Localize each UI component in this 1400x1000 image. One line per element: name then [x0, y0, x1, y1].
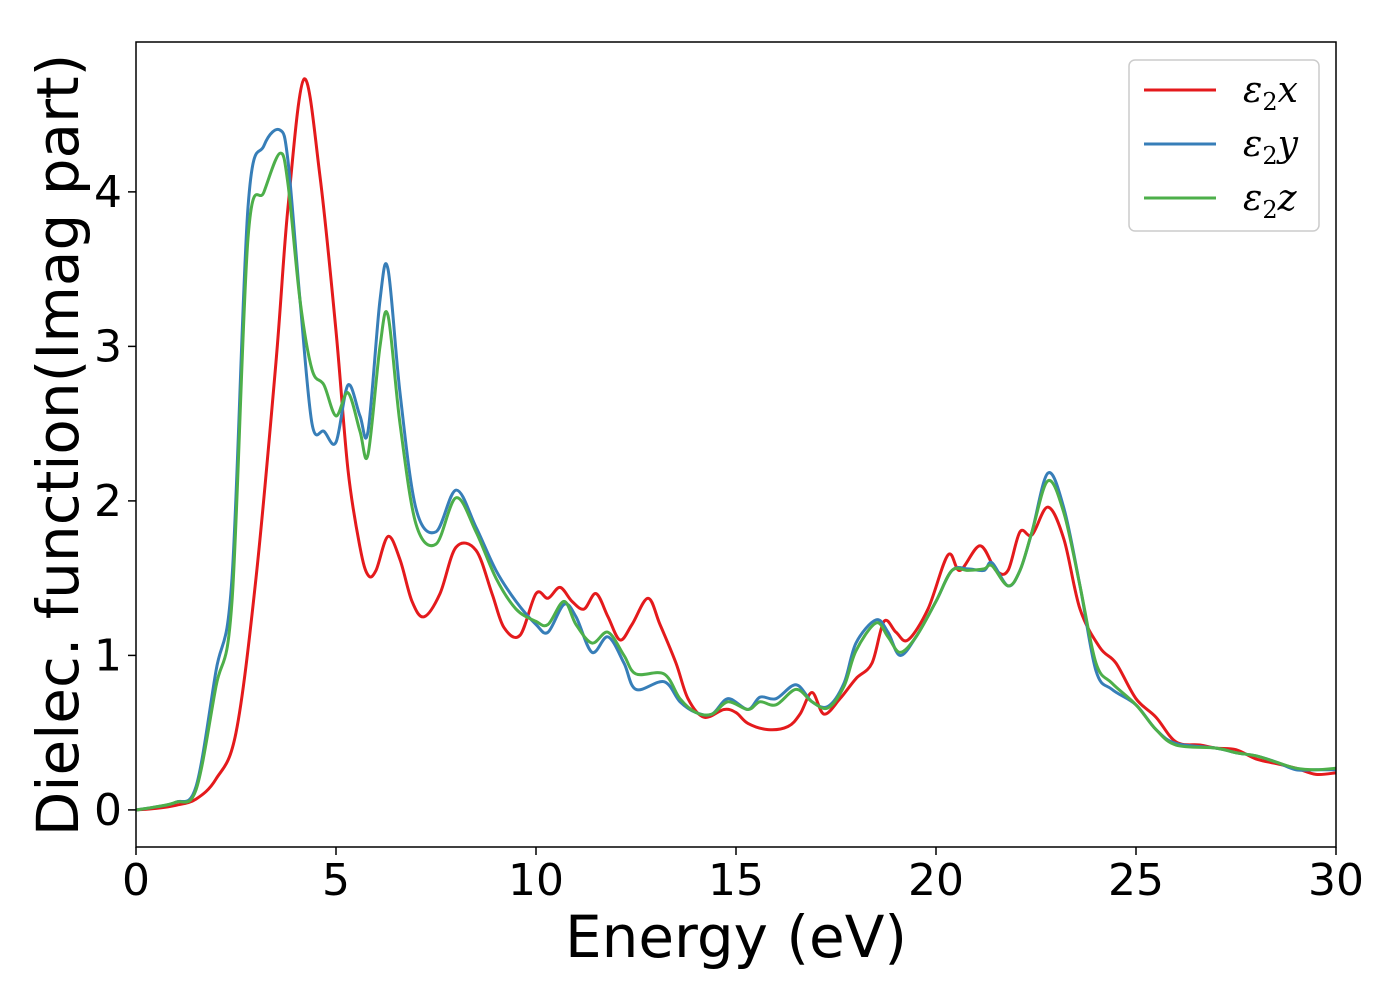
y-tick-label: 0: [94, 785, 122, 836]
y-tick-label: 1: [94, 630, 122, 681]
legend-item-z: ε2z: [1144, 178, 1298, 224]
y-tick-label: 4: [94, 167, 122, 218]
x-tick-label: 20: [908, 855, 964, 906]
y-tick-label: 2: [94, 476, 122, 527]
x-axis-label: Energy (eV): [565, 903, 907, 971]
legend-item-x: ε2x: [1144, 70, 1298, 116]
x-tick-label: 10: [508, 855, 564, 906]
legend-label: ε2y: [1243, 124, 1299, 170]
legend: ε2x ε2y ε2z: [1128, 59, 1320, 232]
x-tick-label: 0: [122, 855, 150, 906]
series-line-z: [136, 151, 1336, 812]
y-tick-label: 3: [94, 321, 122, 372]
legend-label: ε2z: [1243, 178, 1298, 224]
legend-label: ε2x: [1243, 70, 1298, 116]
legend-item-y: ε2y: [1144, 124, 1299, 170]
x-tick-label: 30: [1308, 855, 1364, 906]
legend-box: [1128, 59, 1320, 232]
x-tick-label: 15: [708, 855, 764, 906]
x-tick-label: 25: [1108, 855, 1164, 906]
series-layer: [136, 77, 1336, 812]
tick-layer: 0 5 10 15 20 25 30 0 1 2 3 4: [94, 167, 1364, 906]
series-line-x: [136, 77, 1336, 812]
legend-entries: ε2x ε2y ε2z: [1144, 70, 1299, 224]
x-tick-label: 5: [322, 855, 350, 906]
y-axis-label: Dielec. function(Imag part): [24, 54, 92, 837]
